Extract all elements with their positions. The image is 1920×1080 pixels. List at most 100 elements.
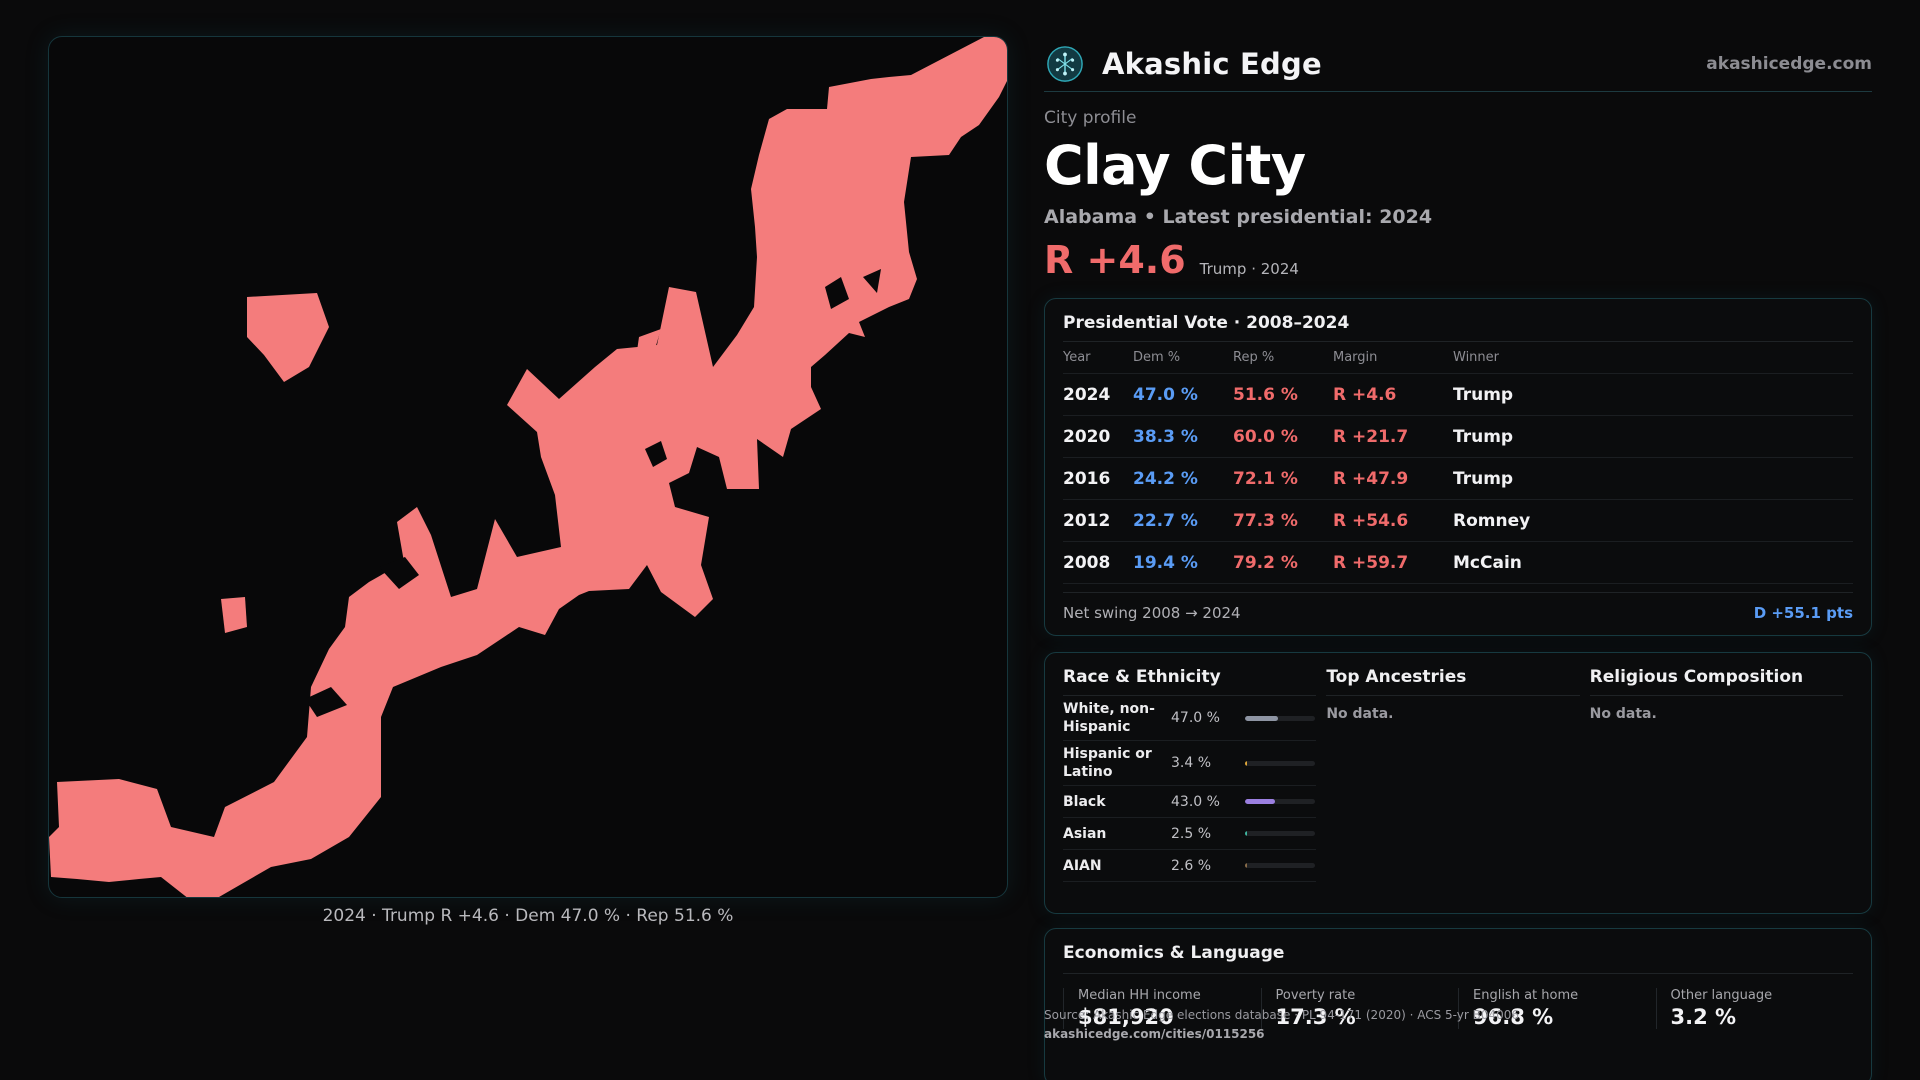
- city-map[interactable]: [48, 36, 1008, 898]
- race-value: 43.0 %: [1171, 793, 1220, 810]
- race-value: 2.6 %: [1171, 857, 1212, 874]
- city-profile-panel: Akashic Edge akashicedge.com City profil…: [1044, 36, 1872, 1080]
- net-swing-label: Net swing 2008 → 2024: [1063, 603, 1241, 622]
- race-title: Race & Ethnicity: [1063, 667, 1317, 696]
- list-item: Hispanic or Latino 3.4 %: [1063, 741, 1317, 786]
- page-subtitle: Alabama • Latest presidential: 2024: [1044, 206, 1433, 228]
- econ-value: 3.2 %: [1670, 1005, 1737, 1029]
- col-rep: Rep %: [1233, 350, 1275, 365]
- ancestries-section: Top Ancestries No data.: [1326, 667, 1580, 899]
- city-boundary-fragment[interactable]: [269, 833, 287, 851]
- table-row[interactable]: 2008 19.4 % 79.2 % R +59.7 McCain: [1063, 542, 1853, 584]
- economics-grid: Median HH income $81,920 Poverty rate 17…: [1063, 988, 1853, 1029]
- col-year: Year: [1063, 350, 1091, 365]
- race-bar-track: [1245, 760, 1315, 766]
- race-bar-fill: [1245, 831, 1247, 836]
- tree-of-life-icon[interactable]: [1046, 45, 1084, 83]
- vote-card-title: Presidential Vote · 2008–2024: [1063, 313, 1853, 342]
- cell-winner: Trump: [1453, 468, 1514, 489]
- table-row[interactable]: 2024 47.0 % 51.6 % R +4.6 Trump: [1063, 374, 1853, 416]
- religion-empty: No data.: [1589, 706, 1657, 722]
- cell-year: 2020: [1063, 426, 1111, 447]
- boundary-hole: [645, 441, 667, 467]
- race-value: 2.5 %: [1171, 825, 1212, 842]
- race-bar-fill: [1245, 863, 1247, 868]
- headline-result: R +4.6 Trump · 2024: [1044, 236, 1872, 280]
- race-bar-fill: [1245, 760, 1248, 766]
- econ-cell: Median HH income $81,920: [1063, 988, 1261, 1029]
- race-value: 47.0 %: [1171, 710, 1220, 726]
- race-label: AIAN: [1063, 857, 1102, 874]
- headline-margin: R +4.6: [1044, 238, 1186, 282]
- city-boundary-fragment[interactable]: [221, 597, 247, 633]
- presidential-vote-card: Presidential Vote · 2008–2024 Year Dem %…: [1044, 298, 1872, 636]
- econ-label: Poverty rate: [1275, 988, 1356, 1003]
- table-row[interactable]: 2020 38.3 % 60.0 % R +21.7 Trump: [1063, 416, 1853, 458]
- economics-title: Economics & Language: [1063, 943, 1853, 974]
- cell-rep: 60.0 %: [1233, 426, 1298, 447]
- boundary-hole: [825, 277, 849, 309]
- economics-card: Economics & Language Median HH income $8…: [1044, 928, 1872, 1080]
- vote-table-header: Year Dem % Rep % Margin Winner: [1063, 342, 1853, 374]
- cell-dem: 47.0 %: [1133, 384, 1198, 405]
- cell-rep: 72.1 %: [1233, 468, 1298, 489]
- city-boundary-fragment[interactable]: [637, 329, 661, 351]
- boundary-hole: [863, 269, 881, 293]
- race-bar-fill: [1245, 799, 1276, 804]
- econ-cell: Other language 3.2 %: [1655, 988, 1854, 1029]
- ancestries-title: Top Ancestries: [1326, 667, 1580, 696]
- econ-label: English at home: [1473, 988, 1579, 1003]
- race-label: Asian: [1063, 825, 1107, 842]
- col-winner: Winner: [1453, 350, 1500, 365]
- cell-winner: Trump: [1453, 426, 1514, 447]
- cell-margin: R +21.7: [1333, 426, 1409, 447]
- econ-cell: Poverty rate 17.3 %: [1260, 988, 1459, 1029]
- header: Akashic Edge akashicedge.com: [1044, 36, 1872, 92]
- cell-winner: McCain: [1453, 552, 1522, 573]
- col-dem: Dem %: [1133, 350, 1181, 365]
- race-bar-fill: [1245, 715, 1278, 721]
- ancestries-empty: No data.: [1326, 706, 1394, 722]
- cell-margin: R +4.6: [1333, 384, 1397, 405]
- cell-rep: 51.6 %: [1233, 384, 1298, 405]
- cell-dem: 22.7 %: [1133, 510, 1198, 531]
- city-boundary-map: [49, 37, 1008, 898]
- cell-year: 2024: [1063, 384, 1111, 405]
- net-swing-row: Net swing 2008 → 2024 D +55.1 pts: [1063, 592, 1853, 632]
- cell-year: 2012: [1063, 510, 1111, 531]
- cell-year: 2008: [1063, 552, 1111, 573]
- city-boundary-shape[interactable]: [49, 37, 1008, 898]
- race-bar-track: [1245, 831, 1315, 836]
- econ-label: Median HH income: [1078, 988, 1201, 1003]
- brand-name[interactable]: Akashic Edge: [1102, 46, 1322, 81]
- boundary-hole: [379, 557, 419, 589]
- table-row[interactable]: 2012 22.7 % 77.3 % R +54.6 Romney: [1063, 500, 1853, 542]
- cell-dem: 24.2 %: [1133, 468, 1198, 489]
- cell-rep: 79.2 %: [1233, 552, 1298, 573]
- econ-value: $81,920: [1078, 1005, 1174, 1029]
- race-bar-track: [1245, 799, 1315, 804]
- source-footer: Source: Akashic Edge elections database …: [1044, 1006, 1519, 1044]
- headline-note: Trump · 2024: [1199, 260, 1299, 278]
- cell-dem: 19.4 %: [1133, 552, 1198, 573]
- cell-winner: Trump: [1453, 384, 1514, 405]
- list-item: Asian 2.5 %: [1063, 818, 1317, 850]
- cell-margin: R +54.6: [1333, 510, 1409, 531]
- site-link[interactable]: akashicedge.com: [1706, 53, 1872, 74]
- race-list: White, non-Hispanic 47.0 % Hispanic or L…: [1063, 696, 1317, 882]
- table-row[interactable]: 2016 24.2 % 72.1 % R +47.9 Trump: [1063, 458, 1853, 500]
- econ-label: Other language: [1670, 988, 1773, 1003]
- race-label: Hispanic or Latino: [1063, 746, 1152, 780]
- map-caption: 2024 · Trump R +4.6 · Dem 47.0 % · Rep 5…: [322, 906, 734, 926]
- list-item: White, non-Hispanic 47.0 %: [1063, 696, 1317, 741]
- source-url[interactable]: akashicedge.com/cities/0115256: [1044, 1027, 1265, 1041]
- race-label: Black: [1063, 793, 1106, 810]
- religion-title: Religious Composition: [1589, 667, 1843, 696]
- race-label: White, non-Hispanic: [1063, 701, 1155, 735]
- col-margin: Margin: [1333, 350, 1378, 365]
- econ-value: 17.3 %: [1275, 1005, 1356, 1029]
- city-boundary-fragment[interactable]: [247, 293, 329, 382]
- race-bar-track: [1245, 715, 1315, 721]
- cell-margin: R +59.7: [1333, 552, 1409, 573]
- list-item: Black 43.0 %: [1063, 786, 1317, 818]
